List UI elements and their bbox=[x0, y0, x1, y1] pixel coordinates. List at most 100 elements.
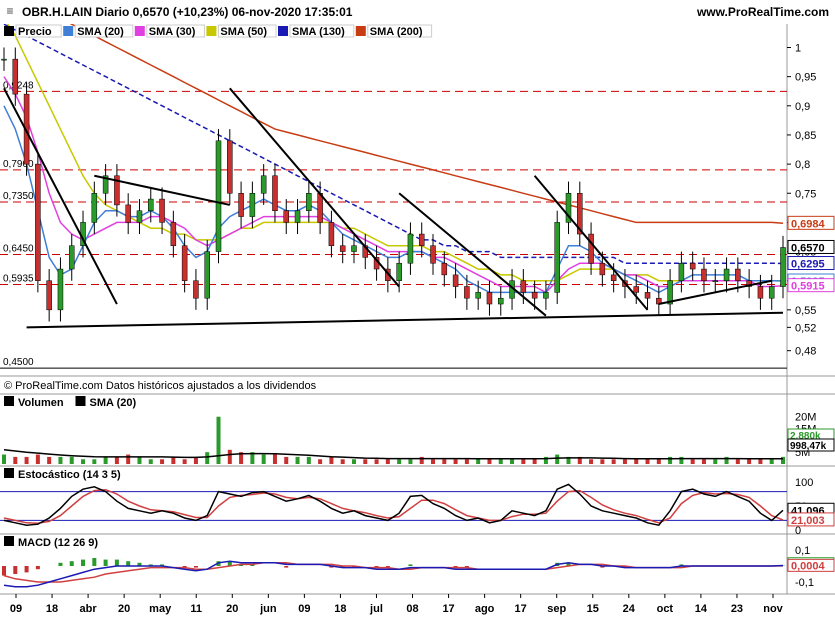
candle-body bbox=[227, 141, 232, 193]
macd-histogram-bar bbox=[115, 560, 119, 566]
volume-bar bbox=[205, 452, 209, 464]
candle-body bbox=[182, 246, 187, 281]
y-tick-label: 0,1 bbox=[795, 545, 810, 557]
candle-body bbox=[690, 263, 695, 269]
brand-logo[interactable]: www.ProRealTime.com bbox=[697, 5, 829, 19]
candle-body bbox=[216, 141, 221, 252]
legend-swatch bbox=[4, 396, 14, 406]
volume-bar bbox=[646, 459, 650, 464]
volume-bar bbox=[228, 450, 232, 464]
candle-body bbox=[713, 281, 718, 282]
volume-bar bbox=[397, 459, 401, 464]
volume-bar bbox=[329, 457, 333, 464]
volume-bar bbox=[386, 459, 390, 464]
macd-histogram-bar bbox=[25, 566, 29, 572]
candle-body bbox=[2, 59, 7, 60]
level-label: 0,6450 bbox=[3, 243, 34, 254]
x-tick-label: 14 bbox=[695, 603, 708, 615]
candle-body bbox=[679, 263, 684, 280]
volume-bar bbox=[273, 455, 277, 464]
candle-body bbox=[397, 263, 402, 280]
candle-body bbox=[318, 193, 323, 222]
chart-canvas: 0,92480,79000,73500,64500,59350,450010,9… bbox=[0, 24, 835, 620]
volume-bar bbox=[352, 459, 356, 464]
candle-body bbox=[47, 281, 52, 310]
candle-body bbox=[758, 287, 763, 299]
legend-swatch bbox=[356, 26, 366, 36]
legend-label: SMA (20) bbox=[90, 397, 137, 409]
volume-bar bbox=[36, 455, 40, 464]
x-tick-label: jul bbox=[369, 603, 383, 615]
volume-bar bbox=[634, 459, 638, 464]
x-tick-label: 20 bbox=[118, 603, 130, 615]
volume-bar bbox=[341, 459, 345, 464]
legend-label: MACD (12 26 9) bbox=[18, 537, 98, 549]
volume-bar bbox=[149, 459, 153, 464]
legend-swatch bbox=[4, 468, 14, 478]
legend-label: SMA (130) bbox=[292, 26, 345, 38]
volume-bar bbox=[171, 457, 175, 464]
candle-body bbox=[272, 176, 277, 211]
candle-body bbox=[250, 193, 255, 216]
volume-bar bbox=[104, 457, 108, 464]
volume-bar bbox=[126, 455, 130, 464]
y-tick-label: 0,85 bbox=[795, 130, 816, 142]
level-label: 0,4500 bbox=[3, 357, 34, 368]
candle-body bbox=[532, 292, 537, 298]
x-tick-label: sep bbox=[547, 603, 566, 615]
x-tick-label: ago bbox=[475, 603, 495, 615]
value-tag-label: 0,6295 bbox=[791, 259, 825, 271]
value-tag-label: 998,47k bbox=[790, 441, 827, 452]
legend-label: SMA (50) bbox=[220, 26, 267, 38]
volume-bar bbox=[612, 459, 616, 464]
level-label: 0,7900 bbox=[3, 159, 34, 170]
candle-body bbox=[284, 211, 289, 223]
volume-bar bbox=[431, 459, 435, 464]
candle-body bbox=[487, 292, 492, 304]
candle-body bbox=[634, 287, 639, 293]
menu-icon[interactable]: ≡ bbox=[4, 5, 16, 17]
volume-bar bbox=[363, 459, 367, 464]
candle-body bbox=[543, 292, 548, 298]
candle-body bbox=[611, 275, 616, 281]
candle-body bbox=[724, 269, 729, 281]
volume-bar bbox=[589, 459, 593, 464]
candle-body bbox=[464, 287, 469, 299]
candle-body bbox=[769, 287, 774, 299]
level-label: 0,7350 bbox=[3, 191, 34, 202]
volume-bar bbox=[217, 417, 221, 464]
macd-histogram-bar bbox=[58, 563, 62, 566]
footnote: © ProRealTime.com Datos históricos ajust… bbox=[4, 380, 317, 392]
legend-label: SMA (20) bbox=[77, 26, 124, 38]
x-tick-label: 20 bbox=[226, 603, 238, 615]
candle-body bbox=[148, 199, 153, 211]
volume-bar bbox=[499, 459, 503, 464]
volume-bar bbox=[296, 457, 300, 464]
y-tick-label: 100 bbox=[795, 477, 813, 489]
x-tick-label: 18 bbox=[334, 603, 346, 615]
volume-bar bbox=[476, 459, 480, 464]
volume-bar bbox=[307, 457, 311, 464]
level-label: 0,5935 bbox=[3, 274, 34, 285]
volume-bar bbox=[81, 459, 85, 464]
candle-body bbox=[35, 164, 40, 281]
volume-bar bbox=[600, 459, 604, 464]
volume-bar bbox=[115, 457, 119, 464]
y-tick-label: 0,55 bbox=[795, 305, 816, 317]
candle-body bbox=[781, 247, 786, 286]
volume-bar bbox=[487, 459, 491, 464]
volume-bar bbox=[521, 459, 525, 464]
volume-bar bbox=[58, 457, 62, 464]
volume-bar bbox=[70, 457, 74, 464]
x-tick-label: may bbox=[149, 603, 172, 615]
candle-body bbox=[92, 193, 97, 222]
volume-bar bbox=[657, 459, 661, 464]
volume-bar bbox=[137, 457, 141, 464]
value-tag-label: 0,6570 bbox=[791, 242, 825, 254]
volume-bar bbox=[623, 459, 627, 464]
legend-swatch bbox=[4, 536, 14, 546]
macd-histogram-bar bbox=[70, 561, 74, 566]
candle-body bbox=[476, 292, 481, 298]
volume-bar bbox=[510, 459, 514, 464]
macd-histogram-bar bbox=[408, 564, 412, 566]
